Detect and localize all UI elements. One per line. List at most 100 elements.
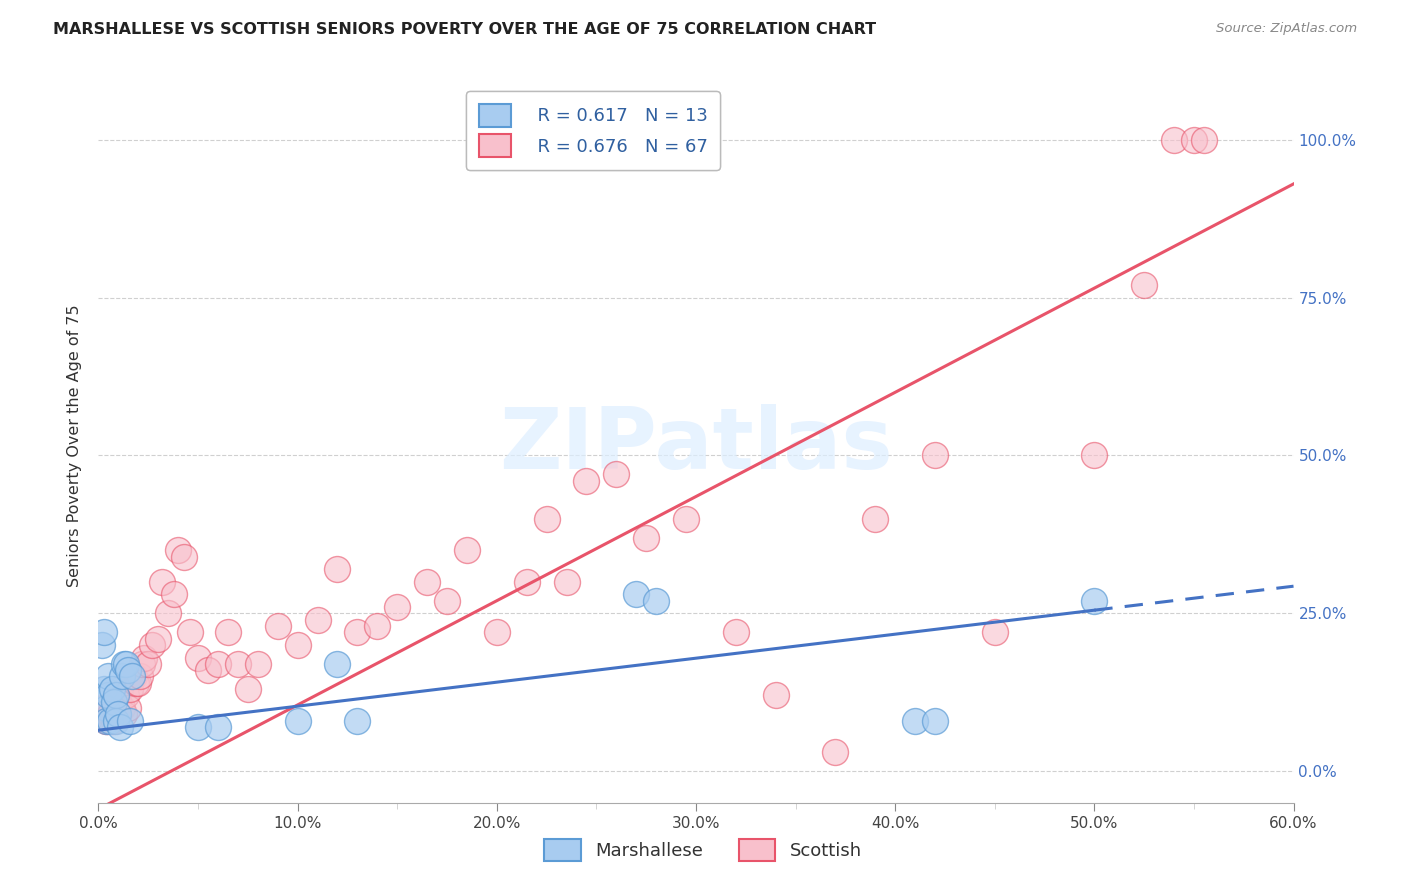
Point	[555, 574, 578, 589]
Point	[675, 511, 697, 525]
Point	[148, 632, 170, 646]
Point	[120, 682, 142, 697]
Point	[96, 714, 118, 728]
Legend:   R = 0.617   N = 13,   R = 0.676   N = 67: R = 0.617 N = 13, R = 0.676 N = 67	[465, 91, 720, 170]
Point	[226, 657, 249, 671]
Legend: Marshallese, Scottish: Marshallese, Scottish	[536, 830, 870, 870]
Point	[93, 625, 115, 640]
Point	[127, 675, 149, 690]
Point	[111, 701, 134, 715]
Point	[105, 689, 128, 703]
Point	[98, 707, 122, 722]
Point	[163, 587, 186, 601]
Point	[207, 657, 229, 671]
Point	[117, 663, 139, 677]
Point	[824, 745, 846, 759]
Point	[865, 511, 887, 525]
Point	[456, 543, 478, 558]
Point	[984, 625, 1007, 640]
Point	[97, 689, 120, 703]
Point	[117, 701, 139, 715]
Point	[107, 695, 129, 709]
Point	[105, 714, 128, 728]
Point	[485, 625, 508, 640]
Point	[287, 638, 309, 652]
Point	[120, 714, 142, 728]
Point	[346, 714, 368, 728]
Point	[605, 467, 627, 482]
Point	[385, 600, 409, 615]
Point	[645, 593, 668, 607]
Point	[173, 549, 195, 564]
Point	[924, 449, 946, 463]
Point	[1182, 133, 1205, 147]
Point	[103, 714, 125, 728]
Point	[93, 682, 115, 697]
Point	[115, 657, 138, 671]
Point	[346, 625, 368, 640]
Point	[626, 587, 648, 601]
Point	[157, 607, 180, 621]
Point	[287, 714, 309, 728]
Point	[105, 707, 128, 722]
Point	[103, 695, 125, 709]
Point	[1192, 133, 1215, 147]
Point	[267, 619, 290, 633]
Point	[924, 714, 946, 728]
Point	[112, 707, 135, 722]
Point	[724, 625, 747, 640]
Text: Source: ZipAtlas.com: Source: ZipAtlas.com	[1216, 22, 1357, 36]
Point	[575, 474, 598, 488]
Point	[93, 707, 115, 722]
Point	[187, 650, 209, 665]
Point	[536, 511, 558, 525]
Point	[129, 669, 152, 683]
Point	[197, 663, 219, 677]
Point	[141, 638, 163, 652]
Point	[1083, 593, 1105, 607]
Point	[246, 657, 269, 671]
Point	[124, 669, 146, 683]
Point	[110, 720, 132, 734]
Point	[110, 682, 132, 697]
Point	[121, 669, 143, 683]
Point	[96, 701, 118, 715]
Point	[236, 682, 259, 697]
Point	[91, 638, 114, 652]
Point	[136, 657, 159, 671]
Point	[107, 707, 129, 722]
Point	[416, 574, 439, 589]
Point	[115, 689, 138, 703]
Text: MARSHALLESE VS SCOTTISH SENIORS POVERTY OVER THE AGE OF 75 CORRELATION CHART: MARSHALLESE VS SCOTTISH SENIORS POVERTY …	[53, 22, 876, 37]
Point	[96, 714, 118, 728]
Point	[516, 574, 538, 589]
Text: ZIPatlas: ZIPatlas	[499, 404, 893, 488]
Point	[904, 714, 927, 728]
Point	[97, 669, 120, 683]
Y-axis label: Seniors Poverty Over the Age of 75: Seniors Poverty Over the Age of 75	[67, 305, 83, 587]
Point	[307, 613, 329, 627]
Point	[1133, 277, 1156, 292]
Point	[101, 682, 124, 697]
Point	[326, 562, 349, 576]
Point	[436, 593, 458, 607]
Point	[366, 619, 388, 633]
Point	[326, 657, 349, 671]
Point	[150, 574, 173, 589]
Point	[97, 714, 120, 728]
Point	[217, 625, 239, 640]
Point	[187, 720, 209, 734]
Point	[98, 714, 122, 728]
Point	[1083, 449, 1105, 463]
Point	[121, 669, 143, 683]
Point	[636, 531, 658, 545]
Point	[167, 543, 190, 558]
Point	[207, 720, 229, 734]
Point	[101, 714, 124, 728]
Point	[765, 689, 787, 703]
Point	[125, 675, 148, 690]
Point	[91, 701, 114, 715]
Point	[131, 657, 153, 671]
Point	[112, 657, 135, 671]
Point	[179, 625, 201, 640]
